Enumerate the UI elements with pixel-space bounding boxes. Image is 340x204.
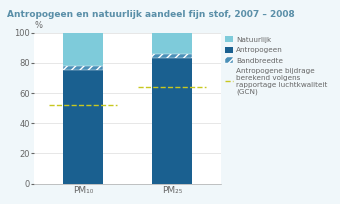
Bar [152,33,192,54]
Bar [63,33,103,66]
Bar [63,70,103,184]
Text: %: % [34,21,42,30]
Bar [63,66,103,70]
Bar [152,54,192,58]
Bar [152,58,192,184]
Text: Antropogeen en natuurlijk aandeel fijn stof, 2007 – 2008: Antropogeen en natuurlijk aandeel fijn s… [7,10,294,19]
Legend: Natuurlijk, Antropogeen, Bandbreedte, Antropogene bijdrage
berekend volgens
rapp: Natuurlijk, Antropogeen, Bandbreedte, An… [225,36,327,95]
